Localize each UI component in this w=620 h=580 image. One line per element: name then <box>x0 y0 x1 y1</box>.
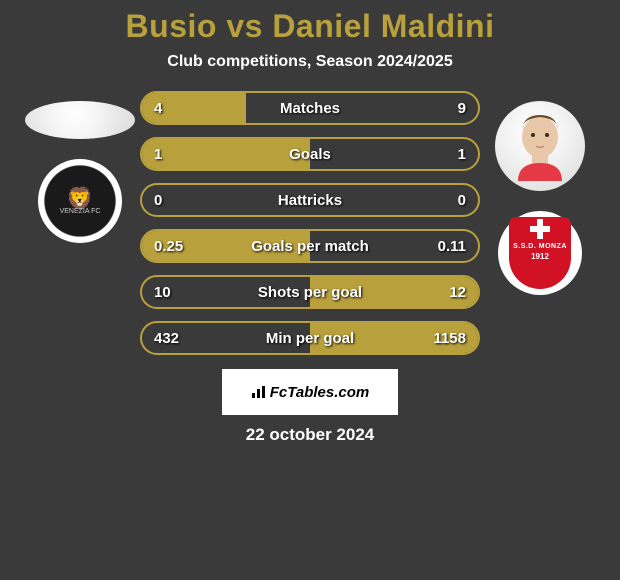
date-label: 22 october 2024 <box>0 425 620 445</box>
cross-h-icon <box>530 226 550 232</box>
left-column: 🦁 VENEZIA FC <box>30 91 130 243</box>
monza-label: S.S.D. MONZA <box>513 243 567 250</box>
stat-right-value: 1 <box>416 146 466 163</box>
right-column: S.S.D. MONZA 1912 <box>490 91 590 295</box>
stat-right-value: 0.11 <box>416 238 466 255</box>
stat-row: 432Min per goal1158 <box>140 321 480 355</box>
stat-row: 4Matches9 <box>140 91 480 125</box>
stat-right-value: 0 <box>416 192 466 209</box>
club-left-logo: 🦁 VENEZIA FC <box>38 159 122 243</box>
subtitle: Club competitions, Season 2024/2025 <box>0 53 620 71</box>
venezia-fc-label: VENEZIA FC <box>60 208 101 215</box>
face-icon <box>510 111 570 181</box>
stat-right-value: 12 <box>416 284 466 301</box>
page-title: Busio vs Daniel Maldini <box>0 8 620 45</box>
source-badge: FcTables.com <box>222 369 398 415</box>
stat-right-value: 1158 <box>416 330 466 347</box>
comparison-panel: 🦁 VENEZIA FC 4Matches9 1Goals1 0Hattricks0… <box>0 91 620 355</box>
player-left-avatar <box>25 101 135 139</box>
player-right-avatar <box>495 101 585 191</box>
monza-year: 1912 <box>531 252 549 261</box>
badge-text: FcTables.com <box>270 384 369 401</box>
club-right-logo: S.S.D. MONZA 1912 <box>498 211 582 295</box>
stat-row: 0Hattricks0 <box>140 183 480 217</box>
stat-row: 1Goals1 <box>140 137 480 171</box>
stat-row: 0.25Goals per match0.11 <box>140 229 480 263</box>
stats-column: 4Matches9 1Goals1 0Hattricks0 0.25Goals per… <box>140 91 480 355</box>
stat-row: 10Shots per goal12 <box>140 275 480 309</box>
chart-icon <box>251 385 267 399</box>
venezia-lion-icon: 🦁 <box>66 188 93 210</box>
stat-right-value: 9 <box>416 100 466 117</box>
